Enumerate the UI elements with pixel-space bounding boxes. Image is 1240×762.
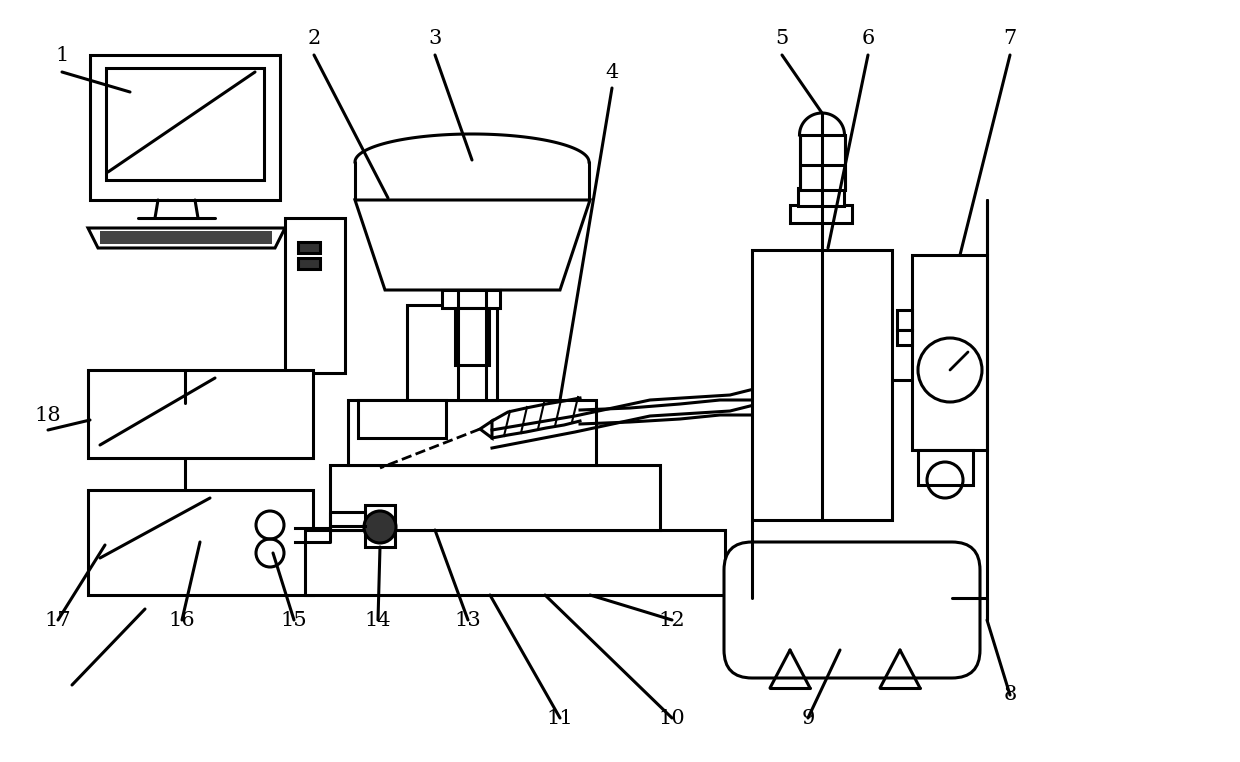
Text: 17: 17 <box>45 610 72 629</box>
Bar <box>911 255 987 450</box>
Bar <box>407 305 497 400</box>
Text: 2: 2 <box>308 28 321 47</box>
Polygon shape <box>480 421 492 438</box>
Bar <box>100 231 272 244</box>
Bar <box>455 308 489 365</box>
Text: 9: 9 <box>801 709 815 728</box>
Text: 13: 13 <box>455 610 481 629</box>
Bar <box>918 450 973 485</box>
Text: 12: 12 <box>658 610 686 629</box>
FancyBboxPatch shape <box>724 542 980 678</box>
Bar <box>285 218 345 373</box>
Bar <box>441 290 500 308</box>
Circle shape <box>365 511 396 543</box>
Text: 16: 16 <box>169 610 196 629</box>
Text: 18: 18 <box>35 405 61 424</box>
Text: 8: 8 <box>1003 686 1017 705</box>
Bar <box>800 135 844 190</box>
Bar <box>88 490 312 595</box>
Bar <box>88 370 312 458</box>
Text: 1: 1 <box>56 46 68 65</box>
Text: 3: 3 <box>428 28 441 47</box>
Text: 7: 7 <box>1003 28 1017 47</box>
Bar <box>298 242 320 253</box>
Bar <box>897 310 911 330</box>
Text: 11: 11 <box>547 709 573 728</box>
Bar <box>348 400 596 465</box>
Text: 15: 15 <box>280 610 308 629</box>
Polygon shape <box>88 228 285 248</box>
Bar <box>799 188 844 206</box>
Text: 6: 6 <box>862 28 874 47</box>
Text: 4: 4 <box>605 62 619 82</box>
Bar <box>365 505 396 547</box>
Bar <box>897 330 911 345</box>
Bar <box>330 465 660 530</box>
Polygon shape <box>355 200 590 290</box>
Bar <box>298 258 320 269</box>
Bar <box>358 400 446 438</box>
Bar <box>790 205 852 223</box>
Bar <box>105 68 264 180</box>
Bar <box>91 55 280 200</box>
Bar <box>305 530 725 595</box>
Bar <box>751 250 892 520</box>
Text: 14: 14 <box>365 610 392 629</box>
Text: 10: 10 <box>658 709 686 728</box>
Text: 5: 5 <box>775 28 789 47</box>
